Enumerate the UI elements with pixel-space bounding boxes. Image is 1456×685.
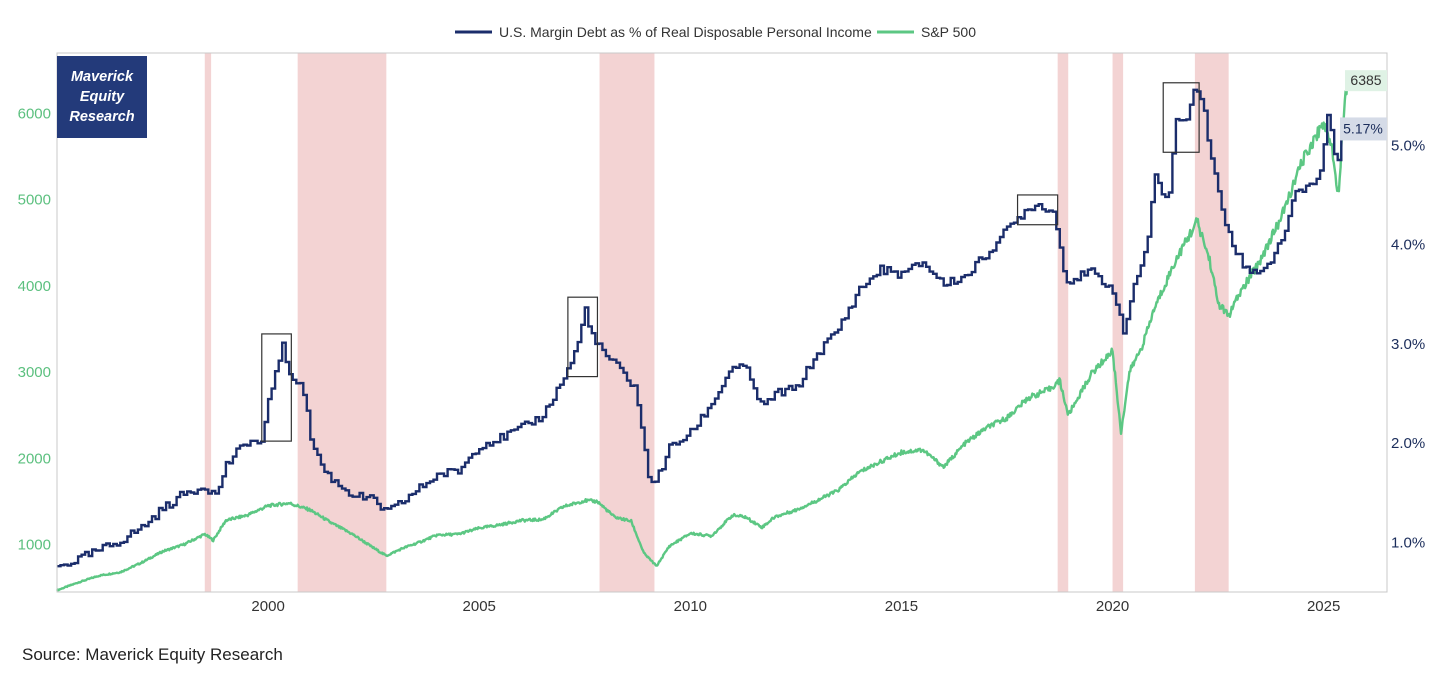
maverick-logo: Maverick Equity Research — [57, 56, 147, 138]
x-tick-label-5: 2025 — [1307, 598, 1340, 615]
recession-band-5 — [1194, 53, 1229, 592]
highlight-box-1 — [567, 296, 599, 378]
source-note: Source: Maverick Equity Research — [22, 645, 283, 664]
y-right-tick-label-2: 3.0% — [1391, 336, 1425, 353]
margin-end-label: 5.17% — [1343, 120, 1383, 136]
plot-frame — [56, 52, 1388, 593]
y-right-tick-label-4: 5.0% — [1391, 137, 1425, 154]
sp500-line-layer — [56, 76, 1350, 592]
y-left-tick-label-5: 6000 — [18, 105, 51, 122]
logo-line-1: Maverick — [70, 69, 134, 85]
y-right-tick-label-0: 1.0% — [1391, 534, 1425, 551]
recession-band-2 — [599, 53, 655, 592]
y-right-tick-label-1: 2.0% — [1391, 435, 1425, 452]
highlight-boxes — [261, 82, 1200, 442]
recession-band-1 — [297, 53, 387, 592]
end-labels: 6385 5.17% — [1340, 70, 1387, 141]
y-left-tick-label-1: 2000 — [18, 450, 51, 467]
highlight-box-0 — [261, 333, 292, 442]
y-left-tick-label-2: 3000 — [18, 364, 51, 381]
margin-debt-line — [57, 88, 1344, 568]
highlight-box-3 — [1162, 82, 1200, 153]
sp500-end-label-bg — [1345, 70, 1387, 92]
recession-band-3 — [1057, 53, 1069, 592]
y-left-tick-label-3: 4000 — [18, 278, 51, 295]
x-tick-label-0: 2000 — [251, 598, 284, 615]
legend-label-margin-debt: U.S. Margin Debt as % of Real Disposable… — [499, 24, 872, 40]
sp500-end-label: 6385 — [1350, 72, 1381, 88]
y-left-tick-label-4: 5000 — [18, 192, 51, 209]
y-right-tick-label-3: 4.0% — [1391, 237, 1425, 254]
recession-bands — [204, 53, 1229, 592]
highlight-box-2 — [1016, 194, 1059, 226]
logo-line-2: Equity — [79, 89, 125, 105]
recession-band-0 — [204, 53, 212, 592]
y-left-tick-label-0: 1000 — [18, 537, 51, 554]
x-tick-label-3: 2015 — [885, 598, 918, 615]
logo-line-3: Research — [69, 109, 135, 125]
margin-debt-line-layer — [57, 88, 1344, 568]
legend: U.S. Margin Debt as % of Real Disposable… — [455, 24, 976, 40]
margin-end-label-bg — [1340, 117, 1387, 141]
x-tick-label-1: 2005 — [463, 598, 496, 615]
sp500-line — [56, 76, 1350, 592]
legend-label-sp500: S&P 500 — [921, 24, 976, 40]
axes: 1000 2000 3000 4000 5000 6000 1.0% 2.0% 3.0% 4.0%… — [18, 52, 1425, 615]
recession-band-4 — [1112, 53, 1124, 592]
x-tick-label-4: 2020 — [1096, 598, 1129, 615]
x-tick-label-2: 2010 — [674, 598, 707, 615]
